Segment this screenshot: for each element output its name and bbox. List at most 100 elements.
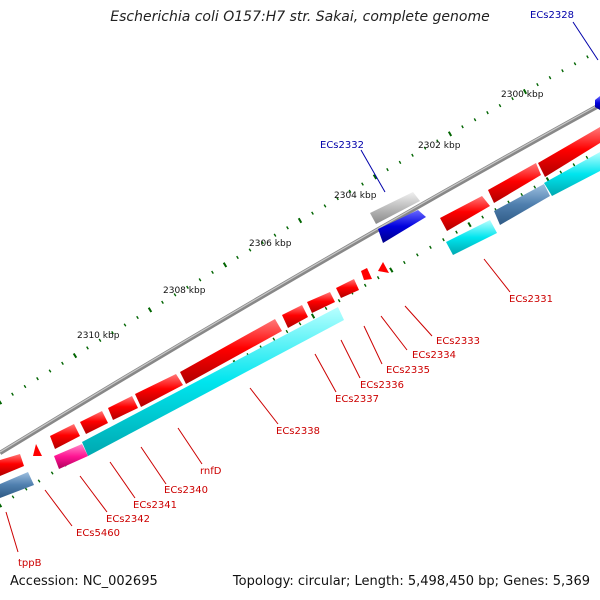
scale-tick	[23, 384, 27, 389]
scale-tick	[222, 262, 228, 268]
scale-tick	[337, 299, 341, 303]
gene-ECs2337[interactable]	[282, 305, 308, 328]
scale-tick	[363, 283, 367, 287]
label-ECs2341[interactable]: ECs2341	[133, 500, 177, 511]
label-leaders	[5, 21, 599, 553]
gene-ECs2335[interactable]	[336, 279, 359, 298]
scale-tick	[447, 131, 453, 137]
label-ECs5460[interactable]: ECs5460	[76, 528, 120, 539]
scale-tick	[48, 369, 52, 373]
gene-ECs2332-gray[interactable]	[370, 192, 420, 224]
leader-ECs2328	[572, 21, 599, 61]
label-ECs2335[interactable]: ECs2335	[386, 365, 430, 376]
gene-ECs2338-fwd[interactable]	[180, 319, 282, 384]
gene-ECs2328[interactable]	[595, 96, 600, 110]
label-rnfD[interactable]: rnfD	[200, 466, 222, 477]
forward-strand-genes	[0, 127, 600, 476]
genome-title: Escherichia coli O157:H7 str. Sakai, com…	[110, 9, 490, 25]
scale-label-2302: 2302 kbp	[418, 141, 461, 151]
scale-tick	[372, 174, 378, 180]
scale-tick	[586, 55, 589, 59]
scale-tick	[272, 337, 276, 341]
scale-tick	[61, 361, 64, 365]
gene-forward-left[interactable]	[0, 454, 24, 476]
scale-tick	[324, 306, 328, 310]
scale-tick	[311, 211, 314, 215]
scale-label-2310: 2310 kbp	[77, 331, 120, 341]
scale-tick	[310, 313, 316, 319]
scale-tick	[442, 238, 445, 242]
label-ECs2338[interactable]: ECs2338	[276, 426, 320, 437]
reverse-strand-genes	[0, 152, 600, 498]
gene-reverse-right-cyan[interactable]	[544, 152, 600, 196]
scale-tick	[0, 503, 3, 508]
gene-forward-right-2[interactable]	[488, 163, 541, 203]
gene-reverse-right-steel[interactable]	[494, 184, 550, 225]
label-ECs2336[interactable]: ECs2336	[360, 380, 404, 391]
scale-tick	[548, 75, 552, 80]
scale-tick	[111, 331, 114, 335]
label-ECs2332[interactable]: ECs2332	[320, 140, 364, 151]
gene-tppB[interactable]	[0, 472, 34, 498]
label-ECs2340[interactable]: ECs2340	[164, 485, 208, 496]
scale-tick	[398, 160, 402, 165]
gene-rnfD[interactable]	[135, 374, 183, 407]
scale-tick	[186, 285, 189, 289]
gene-ECs2334[interactable]	[361, 268, 372, 280]
scale-tick	[573, 62, 577, 66]
scale-tick	[348, 189, 352, 193]
scale-tick	[136, 315, 139, 320]
scale-label-2304: 2304 kbp	[334, 191, 377, 201]
leader-tppB	[5, 511, 19, 553]
scale-tick	[536, 82, 539, 87]
gene-forward-right-1[interactable]	[538, 127, 600, 177]
label-ECs2337[interactable]: ECs2337	[335, 394, 379, 405]
scale-tick	[72, 352, 78, 359]
gene-ECs2342[interactable]	[50, 424, 80, 449]
label-ECs2333[interactable]: ECs2333	[436, 336, 480, 347]
gene-ECs2332-blue[interactable]	[378, 210, 426, 243]
label-tppB[interactable]: tppB	[18, 558, 42, 569]
scale-tick	[0, 400, 3, 405]
genome-backbone-highlight	[0, 103, 600, 453]
label-ECs2328[interactable]: ECs2328	[530, 10, 574, 21]
scale-label-2300: 2300 kbp	[501, 90, 544, 100]
scale-tick	[436, 139, 439, 143]
scale-tick	[297, 217, 303, 224]
gene-pink[interactable]	[54, 444, 88, 469]
scale-tick	[86, 346, 89, 350]
gene-ECs2341[interactable]	[80, 411, 108, 434]
scale-tick	[37, 479, 41, 483]
label-ECs2342[interactable]: ECs2342	[106, 514, 150, 525]
gene-ECs2340[interactable]	[108, 396, 138, 420]
gene-ECs2336[interactable]	[307, 292, 335, 313]
scale-tick	[486, 110, 489, 115]
scale-tick	[461, 125, 464, 129]
scale-tick	[389, 267, 394, 273]
scale-label-2308: 2308 kbp	[163, 286, 206, 296]
leader-ECs2333	[404, 305, 433, 337]
label-ECs2331[interactable]: ECs2331	[509, 294, 553, 305]
scale-tick	[273, 233, 277, 237]
scale-tick	[286, 226, 289, 230]
scale-tick	[376, 276, 380, 280]
gene-ECs2331-fwd[interactable]	[440, 196, 490, 231]
gene-ECs5460[interactable]	[33, 444, 42, 456]
scale-tick	[533, 185, 537, 189]
scale-tick	[323, 204, 327, 208]
scale-tick	[429, 245, 432, 249]
gene-ECs2338[interactable]	[82, 307, 344, 456]
scale-tick	[261, 240, 264, 245]
scale-tick	[198, 278, 202, 282]
scale-tick	[386, 167, 389, 172]
leader-ECs2335	[363, 325, 383, 365]
scale-tick	[211, 270, 214, 274]
label-ECs2334[interactable]: ECs2334	[412, 350, 456, 361]
scale-tick	[511, 96, 514, 101]
gene-ECs2333[interactable]	[378, 262, 389, 273]
leader-ECs2331	[483, 258, 511, 293]
genome-backbone	[0, 103, 600, 455]
scale-tick	[522, 88, 528, 95]
leader-ECs2332	[360, 149, 386, 193]
gene-ECs2331[interactable]	[446, 220, 497, 255]
